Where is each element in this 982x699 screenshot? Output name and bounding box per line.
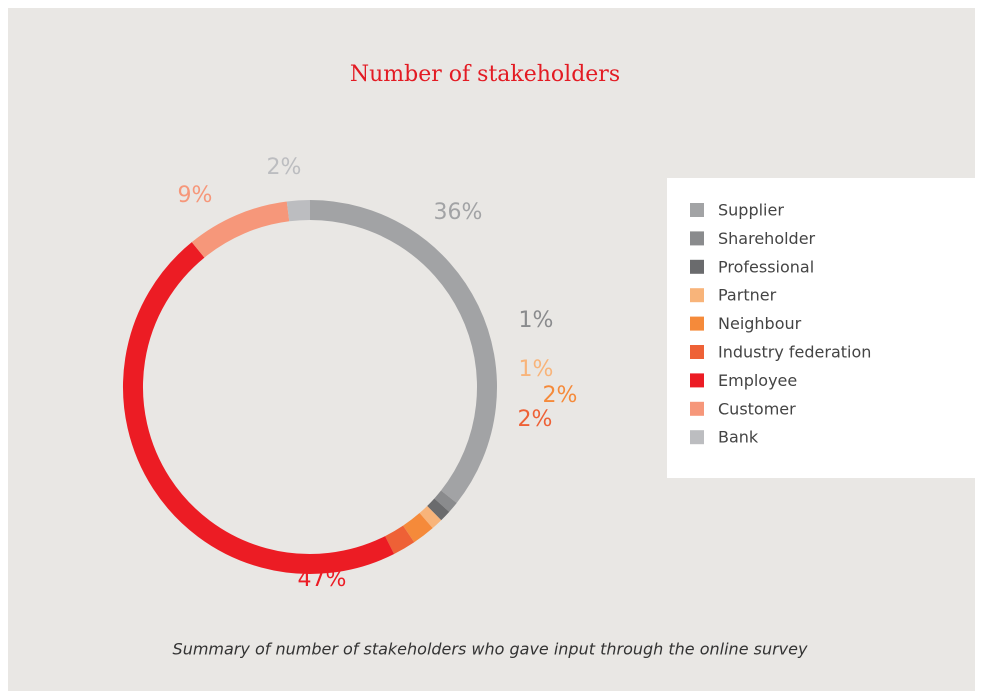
data-label: 1% xyxy=(519,308,554,333)
legend-swatch xyxy=(690,401,704,416)
data-label: 2% xyxy=(518,407,553,432)
legend-label: Bank xyxy=(718,428,759,447)
legend-label: Neighbour xyxy=(718,314,802,333)
legend-swatch xyxy=(690,316,704,331)
legend-label: Partner xyxy=(718,286,777,305)
donut-segment xyxy=(434,490,457,512)
chart-title: Number of stakeholders xyxy=(350,62,620,87)
data-label: 1% xyxy=(519,357,554,382)
legend-swatch xyxy=(690,203,704,217)
legend-label: Customer xyxy=(718,399,796,418)
legend-swatch xyxy=(690,259,704,274)
donut-segment xyxy=(419,505,442,529)
legend-label: Industry federation xyxy=(718,343,871,362)
legend-swatch xyxy=(690,430,704,445)
legend-label: Supplier xyxy=(718,201,784,220)
data-label: 2% xyxy=(543,383,578,408)
donut-segment xyxy=(309,200,497,503)
legend-swatch xyxy=(690,231,704,246)
legend-label: Employee xyxy=(718,371,797,390)
data-label: 9% xyxy=(178,183,213,208)
donut-segment xyxy=(286,200,311,222)
donut-segment xyxy=(402,512,433,543)
donut-segment xyxy=(427,498,450,521)
donut-segment xyxy=(123,242,395,574)
legend-label: Professional xyxy=(718,257,814,276)
legend-swatch xyxy=(690,288,704,303)
legend-box xyxy=(667,178,982,478)
legend-swatch xyxy=(690,345,704,359)
legend-label: Shareholder xyxy=(718,229,816,248)
donut-segment xyxy=(385,525,415,555)
donut-segment xyxy=(191,201,290,258)
data-label: 2% xyxy=(267,155,302,180)
caption: Summary of number of stakeholders who ga… xyxy=(173,640,808,659)
data-label: 47% xyxy=(298,567,347,592)
legend-swatch xyxy=(690,373,704,388)
data-label: 36% xyxy=(434,200,483,225)
